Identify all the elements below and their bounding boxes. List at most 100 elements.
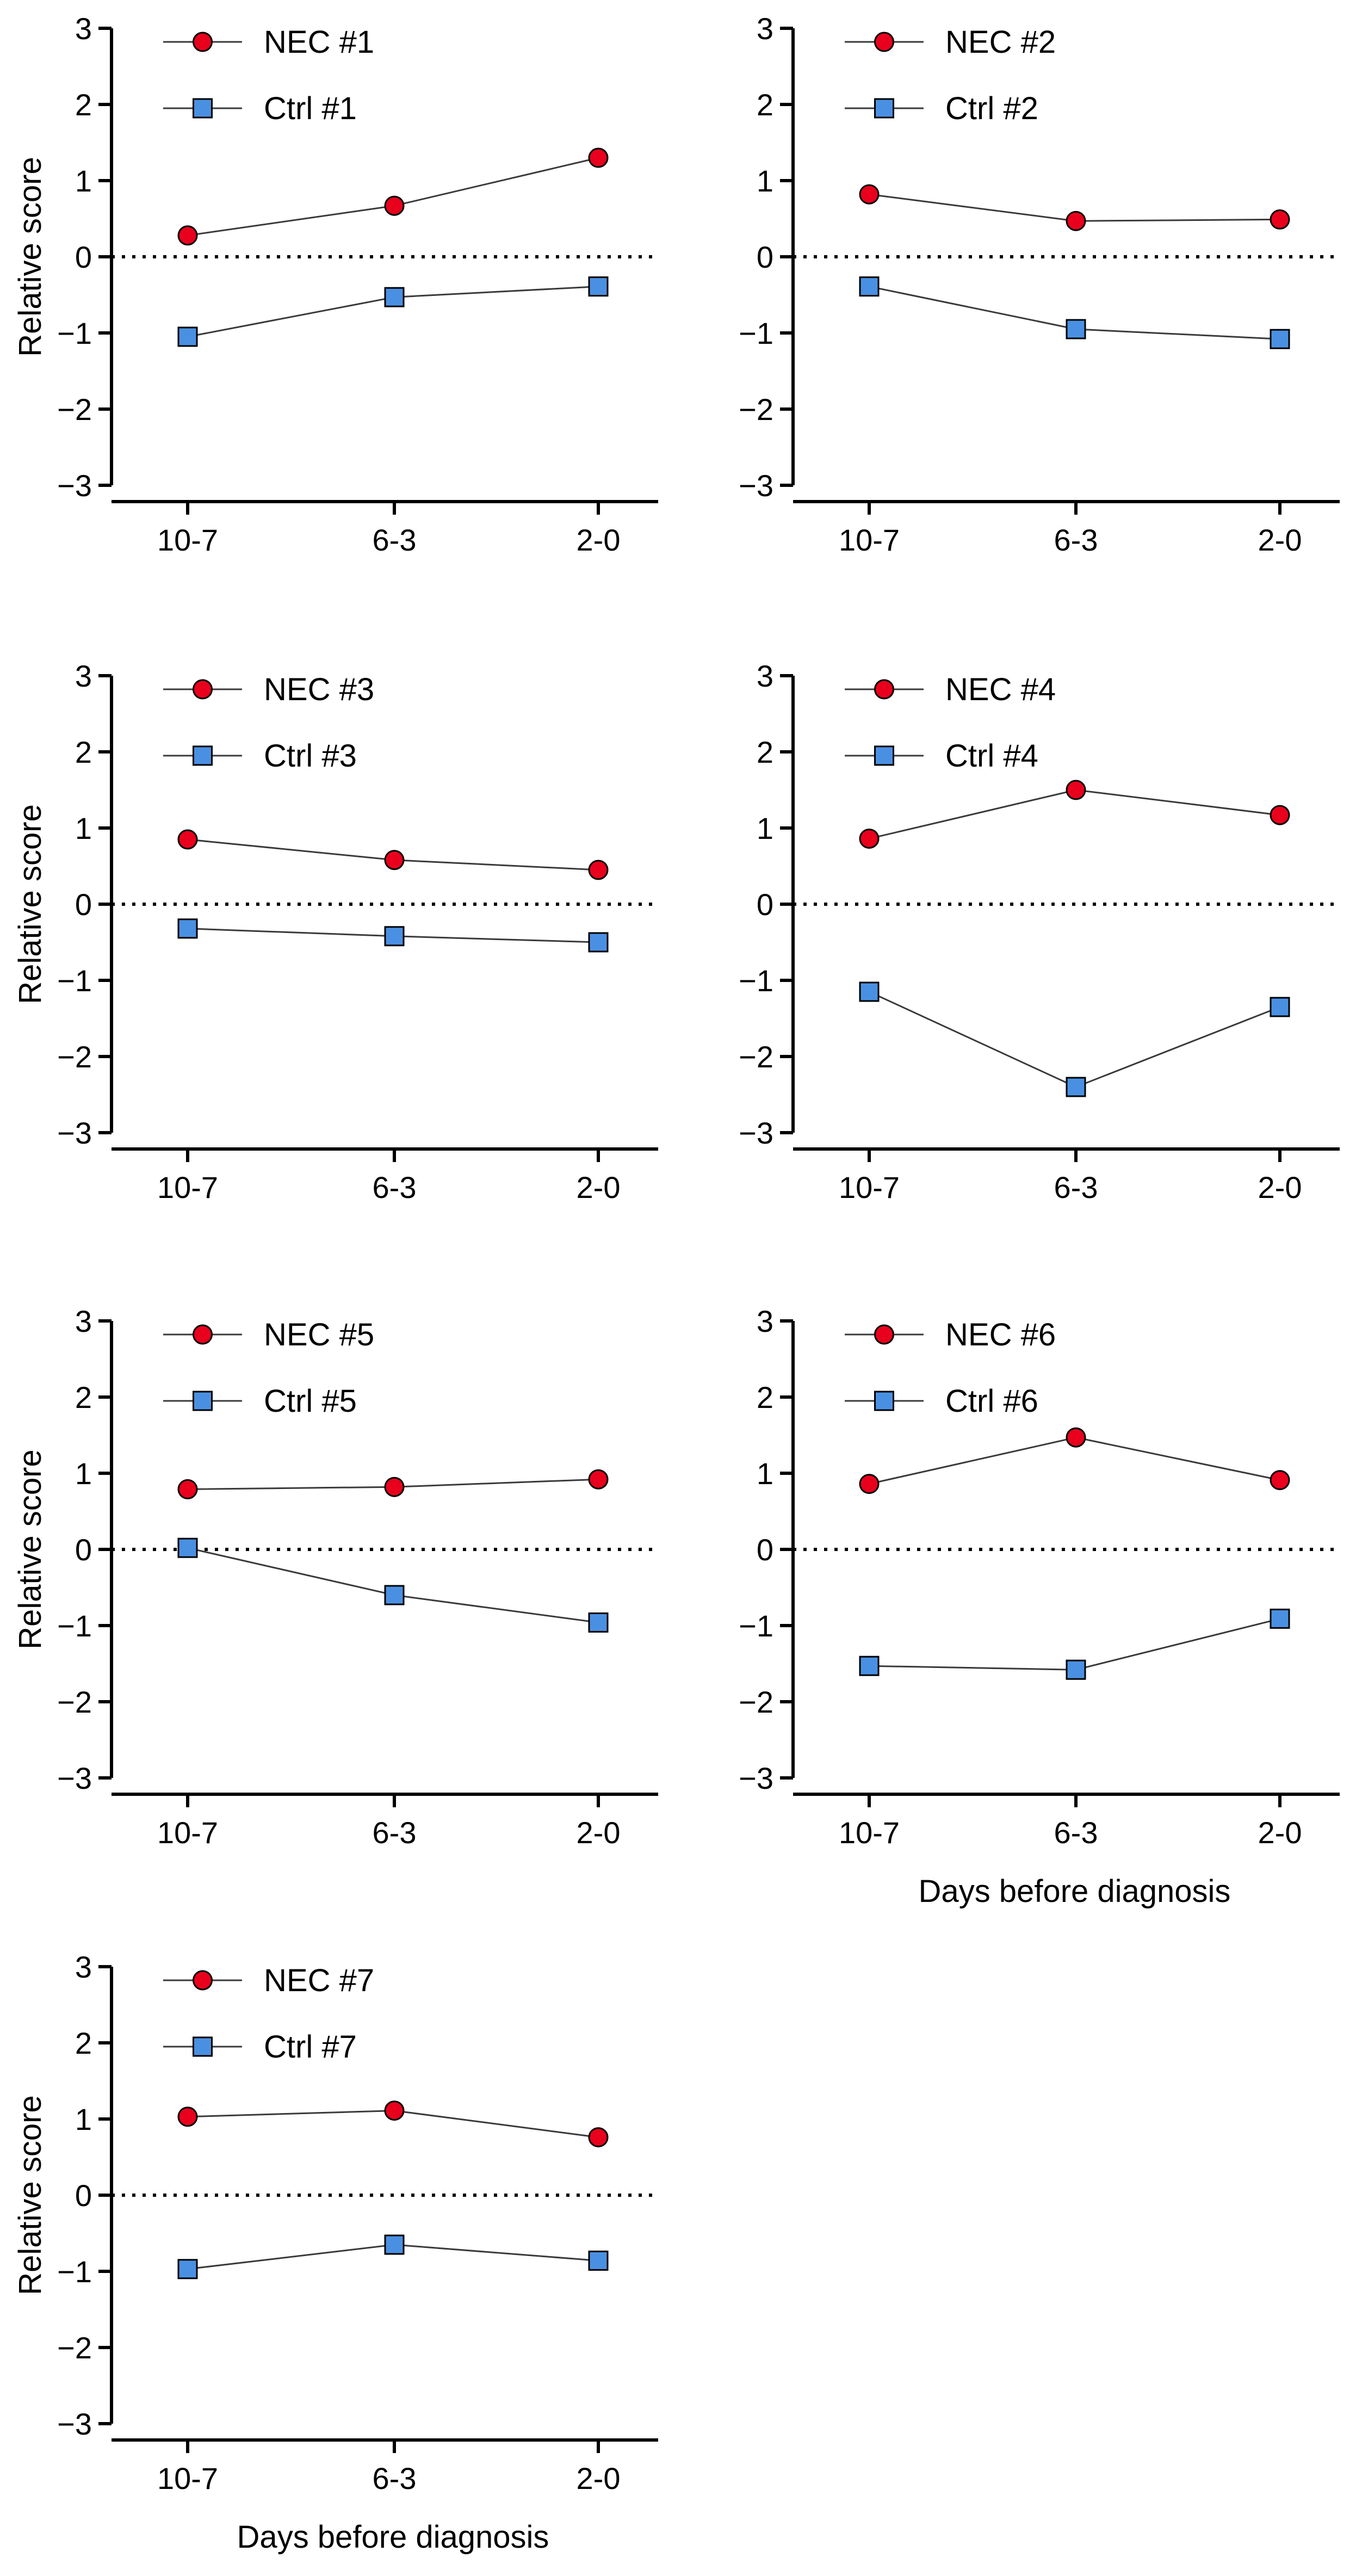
chart-panel-4: 3 2 1 0 −1 −2 −3 10-7 6-3 2-0 NEC #4 Ctrl #4 [739, 659, 1340, 1204]
data-point-circle [177, 225, 198, 246]
y-tick-label: 3 [75, 1304, 92, 1338]
x-tick-label: 10-7 [157, 1170, 218, 1204]
y-tick-label: 3 [75, 11, 92, 46]
y-tick-label: 3 [757, 11, 773, 46]
legend-marker-circle [193, 679, 213, 700]
y-tick-label: 2 [757, 88, 773, 122]
x-tick-label: 6-3 [373, 1170, 417, 1204]
y-tick-label: 3 [75, 1950, 92, 1984]
legend-label: Ctrl #2 [945, 91, 1038, 126]
y-tick-label: −2 [57, 1040, 92, 1074]
x-tick-label: 10-7 [839, 523, 900, 557]
y-tick-label: 3 [757, 659, 773, 693]
x-tick-label: 6-3 [373, 2461, 417, 2495]
y-tick-label: 0 [757, 1533, 773, 1567]
y-axis-title: Relative score [13, 1449, 48, 1649]
y-tick-label: 3 [75, 659, 92, 693]
x-tick-label: 2-0 [577, 523, 621, 557]
legend-marker-square [193, 1391, 213, 1411]
data-point-circle [177, 2106, 198, 2127]
y-tick-label: −1 [739, 316, 773, 350]
x-tick-label: 10-7 [839, 1815, 900, 1850]
legend-label: NEC #5 [264, 1317, 374, 1352]
y-tick-label: 1 [75, 2102, 92, 2136]
data-point-square [1066, 1077, 1086, 1097]
y-tick-label: −3 [57, 1761, 92, 1795]
data-point-circle [384, 1477, 405, 1497]
data-point-square [384, 2234, 405, 2255]
x-axis-title: Days before diagnosis [237, 2519, 549, 2555]
data-point-square [177, 918, 198, 939]
legend-label: NEC #7 [264, 1963, 374, 1998]
data-point-circle [1270, 805, 1290, 825]
y-tick-label: 3 [757, 1304, 773, 1338]
y-tick-label: 1 [75, 164, 92, 198]
data-point-square [384, 1585, 405, 1605]
legend-label: NEC #1 [264, 24, 374, 60]
x-tick-label: 6-3 [1054, 1170, 1098, 1204]
x-tick-label: 2-0 [577, 1170, 621, 1204]
y-tick-label: 1 [757, 1456, 773, 1491]
data-point-square [588, 276, 609, 297]
data-point-square [1066, 319, 1086, 339]
legend-marker-square [874, 1391, 894, 1411]
legend-marker-square [193, 2036, 213, 2057]
data-point-circle [859, 184, 880, 205]
y-tick-label: 2 [75, 88, 92, 122]
data-point-circle [588, 860, 609, 880]
data-point-circle [1066, 211, 1086, 231]
y-tick-label: 1 [75, 1456, 92, 1491]
y-tick-label: 0 [757, 887, 773, 922]
y-tick-label: 0 [75, 887, 92, 922]
chart-panel-6: 3 2 1 0 −1 −2 −3 10-7 6-3 2-0 Days before diagnosi… [739, 1304, 1340, 1909]
data-point-square [859, 981, 880, 1002]
legend-label: Ctrl #1 [264, 91, 357, 126]
legend-label: NEC #6 [945, 1317, 1056, 1352]
data-point-square [1270, 329, 1290, 349]
y-tick-label: 0 [75, 1533, 92, 1567]
data-point-circle [588, 147, 609, 168]
data-point-square [1066, 1659, 1086, 1680]
x-tick-label: 10-7 [157, 1815, 218, 1850]
y-tick-label: −2 [57, 392, 92, 427]
y-tick-label: 1 [757, 164, 773, 198]
y-tick-label: −2 [739, 392, 773, 427]
y-tick-label: −3 [739, 468, 773, 503]
legend-label: NEC #3 [264, 672, 374, 707]
data-point-square [588, 1612, 609, 1633]
x-tick-label: 2-0 [577, 1815, 621, 1850]
y-tick-label: −2 [57, 2331, 92, 2365]
legend-marker-circle [874, 679, 894, 700]
data-point-square [1270, 1608, 1290, 1629]
y-axis-title: Relative score [13, 804, 48, 1004]
legend-label: Ctrl #6 [945, 1383, 1038, 1419]
legend-marker-square [193, 745, 213, 766]
y-tick-label: 0 [75, 2178, 92, 2213]
legend-marker-circle [193, 1970, 213, 1991]
x-tick-label: 6-3 [1054, 1815, 1098, 1850]
x-tick-label: 10-7 [157, 523, 218, 557]
x-tick-label: 2-0 [577, 2461, 621, 2495]
y-tick-label: −1 [57, 2254, 92, 2289]
data-point-square [859, 1655, 880, 1676]
data-point-square [177, 1537, 198, 1558]
y-tick-label: −2 [739, 1040, 773, 1074]
y-tick-label: −2 [57, 1685, 92, 1719]
x-tick-label: 6-3 [1054, 523, 1098, 557]
x-tick-label: 6-3 [373, 523, 417, 557]
x-tick-label: 2-0 [1258, 1815, 1302, 1850]
data-point-circle [1066, 1427, 1086, 1448]
y-tick-label: 1 [75, 811, 92, 845]
data-point-circle [384, 2101, 405, 2121]
legend-label: NEC #2 [945, 24, 1056, 60]
data-point-circle [1270, 209, 1290, 230]
series-line [869, 991, 1280, 1088]
y-tick-label: −1 [739, 1609, 773, 1643]
y-axis-title: Relative score [13, 157, 48, 356]
data-point-circle [1270, 1470, 1290, 1491]
x-tick-label: 6-3 [373, 1815, 417, 1850]
legend-marker-circle [193, 32, 213, 52]
legend-marker-circle [874, 32, 894, 52]
chart-panel-3: 3 2 1 0 −1 −2 −3 10-7 6-3 2-0 Relative score NEC #3… [13, 659, 658, 1204]
data-point-circle [588, 1469, 609, 1490]
